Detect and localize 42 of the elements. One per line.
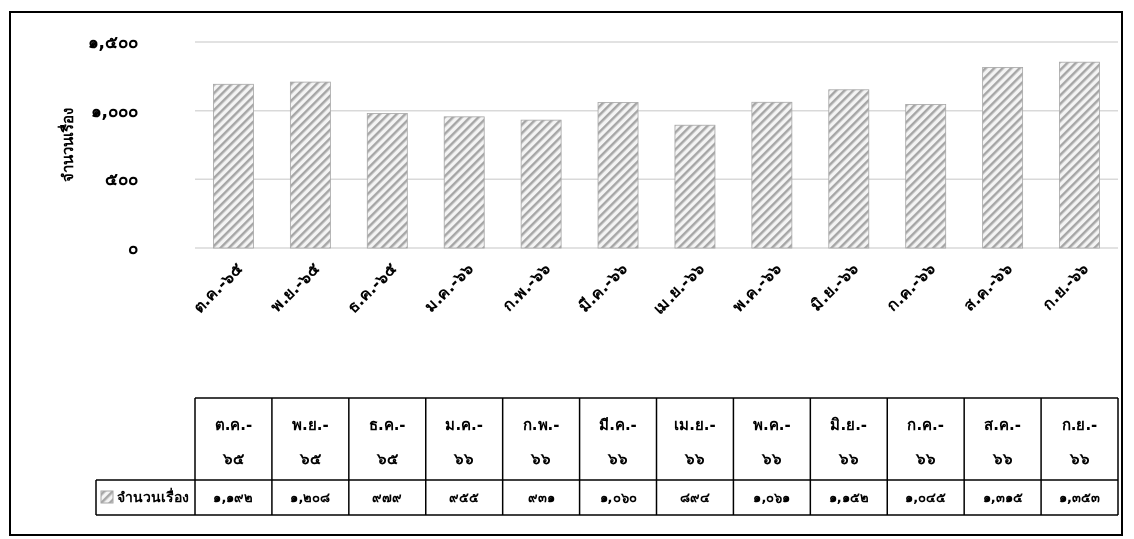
data-label: ๑,๐๖๐ [599, 489, 637, 505]
y-tick-label: ๑,๐๐๐ [90, 100, 138, 121]
category-label: ม.ค.-๖๖ [445, 416, 484, 468]
data-label: ๙๕๕ [449, 489, 480, 505]
category-label: ธ.ค.-๖๕ [368, 416, 406, 468]
category-label: พ.ย.-๖๕ [292, 416, 329, 468]
y-tick-label: ๑,๕๐๐ [87, 31, 138, 52]
y-axis-title: จำนวนเรื่อง [57, 108, 78, 182]
bar [982, 67, 1024, 249]
bar [674, 124, 716, 249]
bar [443, 116, 485, 249]
category-label: ส.ค.-๖๖ [984, 416, 1021, 468]
category-label: มิ.ย.-๖๖ [830, 416, 868, 468]
bar [213, 83, 254, 249]
bar [366, 113, 408, 249]
data-label: ๑,๐๔๕ [905, 489, 947, 505]
data-label: ๙๓๑ [527, 489, 555, 505]
data-label: ๙๗๙ [372, 489, 403, 505]
data-label: ๑,๑๙๒ [213, 489, 254, 505]
category-label: มี.ค.-๖๖ [599, 416, 637, 468]
category-label: เม.ย.-๖๖ [674, 416, 716, 468]
bar [751, 101, 793, 249]
bar [1059, 61, 1100, 249]
data-label: ๑,๒๐๘ [290, 489, 331, 505]
bar [289, 81, 331, 249]
data-label: ๑,๓๕๓ [1059, 489, 1101, 505]
bar [597, 102, 639, 249]
legend-label: จำนวนเรื่อง [117, 486, 189, 505]
y-tick-label: ๕๐๐ [105, 169, 138, 190]
bar [520, 119, 562, 249]
data-label: ๑,๓๑๕ [982, 489, 1023, 505]
data-label: ๘๙๔ [679, 489, 710, 505]
bar [905, 104, 947, 249]
bar [828, 89, 870, 249]
category-label: ต.ค.-๖๕ [214, 416, 253, 468]
category-label: ก.พ.-๖๖ [522, 416, 560, 468]
y-tick-label: ๐ [128, 237, 138, 258]
category-label: ก.ย.-๖๖ [1061, 416, 1098, 468]
data-label: ๑,๐๖๑ [753, 489, 791, 505]
category-label: พ.ค.-๖๖ [753, 416, 791, 468]
data-label: ๑,๑๕๒ [828, 489, 869, 505]
category-label: ก.ค.-๖๖ [907, 416, 945, 468]
